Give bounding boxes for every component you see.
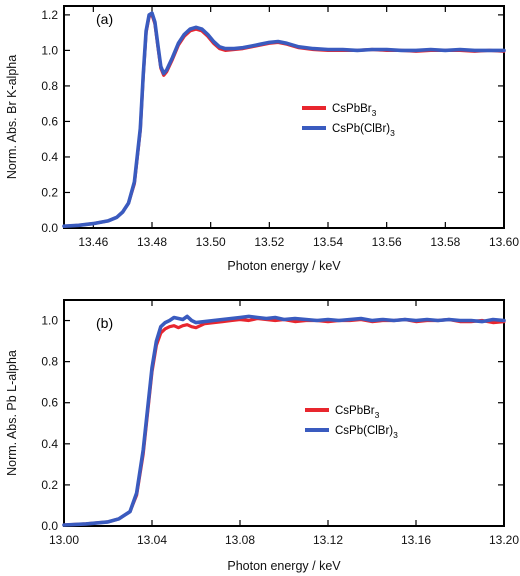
y-tick-label: 1.2 <box>41 8 58 22</box>
y-tick-label: 0.0 <box>41 519 58 533</box>
x-axis-ticks: 13.00 13.04 13.08 13.12 13.16 13.20 <box>49 300 519 547</box>
legend-label: CsPb(ClBr)3 <box>332 123 395 138</box>
x-tick-label: 13.00 <box>49 533 79 547</box>
series-layer <box>62 11 506 228</box>
x-tick-label: 13.16 <box>401 533 431 547</box>
x-tick-label: 13.08 <box>225 533 255 547</box>
y-axis-ticks: 0.0 0.2 0.4 0.6 0.8 1.0 1.2 <box>41 8 504 235</box>
y-tick-label: 0.4 <box>41 437 58 451</box>
y-tick-label: 0.6 <box>41 114 58 128</box>
plot-frame <box>63 5 505 229</box>
legend: CsPbBr3 CsPb(ClBr)3 <box>305 405 398 440</box>
x-axis-title: Photon energy / keV <box>227 259 341 273</box>
y-axis-title: Norm. Abs. Pb L-alpha <box>5 350 19 476</box>
x-tick-label: 13.54 <box>313 235 343 249</box>
y-tick-label: 0.4 <box>41 150 58 164</box>
series-line-cspbbr3 <box>62 316 506 527</box>
y-tick-label: 0.6 <box>41 396 58 410</box>
panel-label: (a) <box>96 11 113 27</box>
y-tick-label: 0.8 <box>41 355 58 369</box>
y-axis-title: Norm. Abs. Br K-alpha <box>5 55 19 179</box>
legend: CsPbBr3 CsPb(ClBr)3 <box>302 103 395 138</box>
y-tick-label: 1.0 <box>41 314 58 328</box>
x-tick-label: 13.04 <box>137 533 167 547</box>
y-tick-label: 1.0 <box>41 43 58 57</box>
legend-label: CsPbBr3 <box>332 103 377 118</box>
x-tick-label: 13.12 <box>313 533 343 547</box>
x-tick-label: 13.50 <box>196 235 226 249</box>
x-tick-label: 13.48 <box>137 235 167 249</box>
y-tick-label: 0.2 <box>41 478 58 492</box>
x-tick-label: 13.56 <box>372 235 402 249</box>
y-tick-label: 0.2 <box>41 185 58 199</box>
x-tick-label: 13.52 <box>254 235 284 249</box>
x-axis-ticks: 13.46 13.48 13.50 13.52 13.54 13.56 13.58 13.60 <box>78 6 519 249</box>
panel-a: 13.46 13.48 13.50 13.52 13.54 13.56 13.58 13.60… <box>5 5 519 273</box>
plot-frame <box>63 299 505 527</box>
x-tick-label: 13.46 <box>78 235 108 249</box>
y-tick-label: 0.0 <box>41 221 58 235</box>
x-tick-label: 13.60 <box>489 235 519 249</box>
series-layer <box>62 314 506 527</box>
series-line-cspb-clbr3 <box>62 11 506 228</box>
x-tick-label: 13.58 <box>430 235 460 249</box>
panel-label: (b) <box>96 315 113 331</box>
y-axis-ticks: 0.0 0.2 0.4 0.6 0.8 1.0 <box>41 314 504 533</box>
x-axis-title: Photon energy / keV <box>227 559 341 573</box>
x-tick-label: 13.20 <box>489 533 519 547</box>
y-tick-label: 0.8 <box>41 79 58 93</box>
series-line-cspb-clbr3 <box>62 314 506 527</box>
legend-label: CsPb(ClBr)3 <box>335 425 398 440</box>
legend-label: CsPbBr3 <box>335 405 380 420</box>
panel-b: 13.00 13.04 13.08 13.12 13.16 13.20 0.0 0.2 0.4… <box>5 299 519 573</box>
